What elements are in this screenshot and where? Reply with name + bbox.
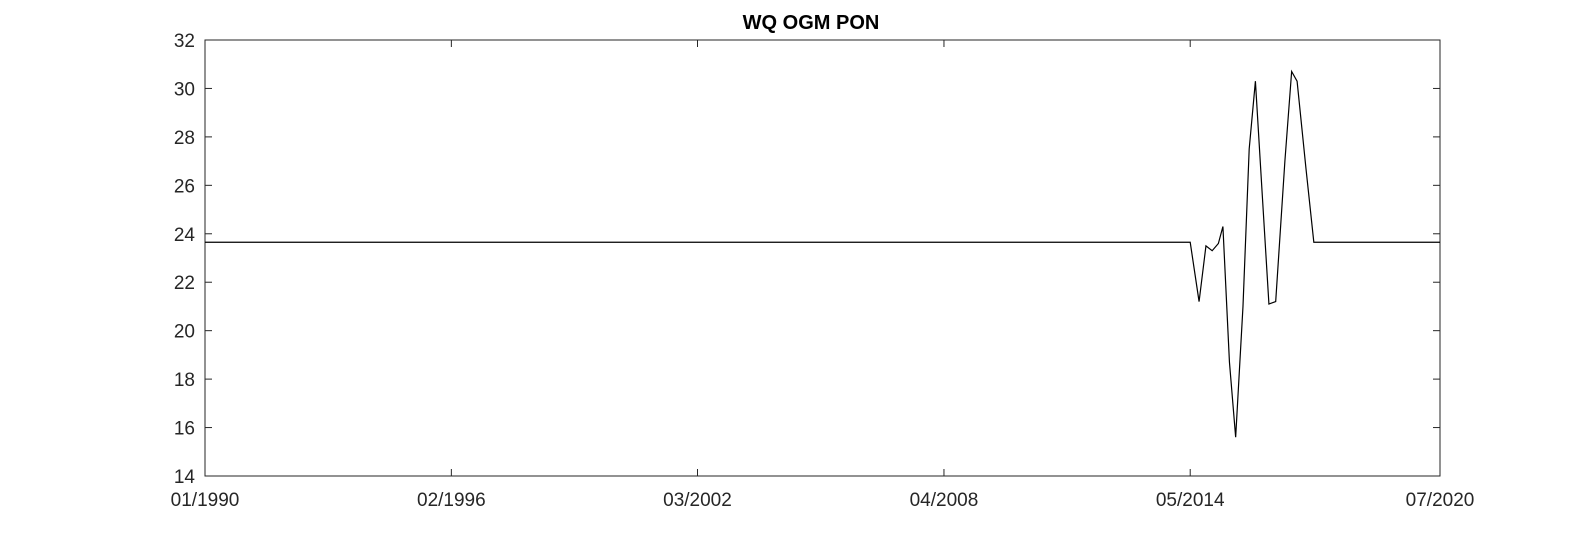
- y-tick-label: 32: [174, 31, 195, 52]
- x-tick-label: 03/2002: [663, 490, 732, 511]
- chart-title: WQ OGM PON: [743, 12, 880, 34]
- y-tick-label: 28: [174, 128, 195, 149]
- x-tick-label: 01/1990: [171, 490, 240, 511]
- y-tick-label: 22: [174, 273, 195, 294]
- y-tick-label: 16: [174, 419, 195, 440]
- y-tick-label: 20: [174, 322, 195, 343]
- x-tick-label: 04/2008: [910, 490, 979, 511]
- y-axis: 14 16 18 20 22 24 26 28 30 32: [174, 31, 1440, 488]
- y-tick-label: 14: [174, 467, 196, 488]
- x-tick-label: 02/1996: [417, 490, 486, 511]
- y-tick-label: 18: [174, 370, 195, 391]
- x-tick-label: 05/2014: [1156, 490, 1225, 511]
- plot-area: [204, 39, 1441, 477]
- series-line: [205, 69, 1440, 438]
- x-tick-label: 07/2020: [1406, 490, 1475, 511]
- series-layer: [205, 69, 1440, 438]
- x-axis: 01/1990 02/1996 03/2002 04/2008 05/2014 07/20…: [171, 40, 1475, 511]
- y-tick-label: 24: [174, 225, 196, 246]
- y-tick-label: 26: [174, 176, 195, 197]
- y-tick-label: 30: [174, 79, 195, 100]
